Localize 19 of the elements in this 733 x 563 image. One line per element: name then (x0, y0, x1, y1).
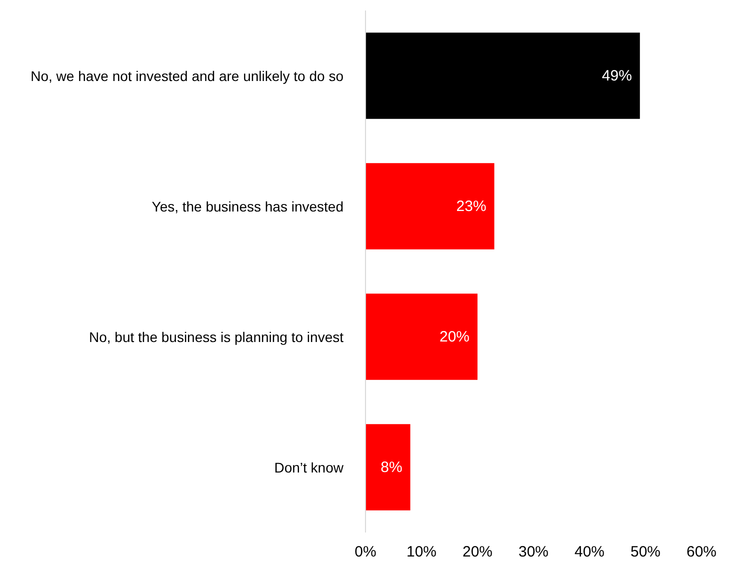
x-tick-label: 60% (686, 544, 717, 560)
data-label: 23% (456, 198, 486, 215)
data-label: 8% (380, 458, 402, 476)
bar (366, 424, 410, 510)
x-tick-label: 0% (354, 544, 376, 560)
data-label: 49% (602, 67, 632, 84)
bar (366, 163, 494, 250)
y-tick-label: Yes, the business has invested (152, 198, 344, 214)
x-tick-label: 10% (406, 544, 437, 560)
bar (366, 294, 478, 380)
data-label: 20% (439, 328, 470, 346)
x-tick-label: 40% (574, 544, 605, 560)
x-tick-label: 20% (462, 544, 493, 560)
y-tick-label: Don’t know (274, 459, 344, 476)
y-tick-label: No, we have not invested and are unlikely to do so (30, 68, 344, 84)
bar (366, 32, 640, 119)
x-tick-label: 30% (518, 544, 549, 560)
y-tick-label: No, but the business is planning to invest (89, 328, 344, 345)
x-tick-label: 50% (630, 544, 661, 560)
